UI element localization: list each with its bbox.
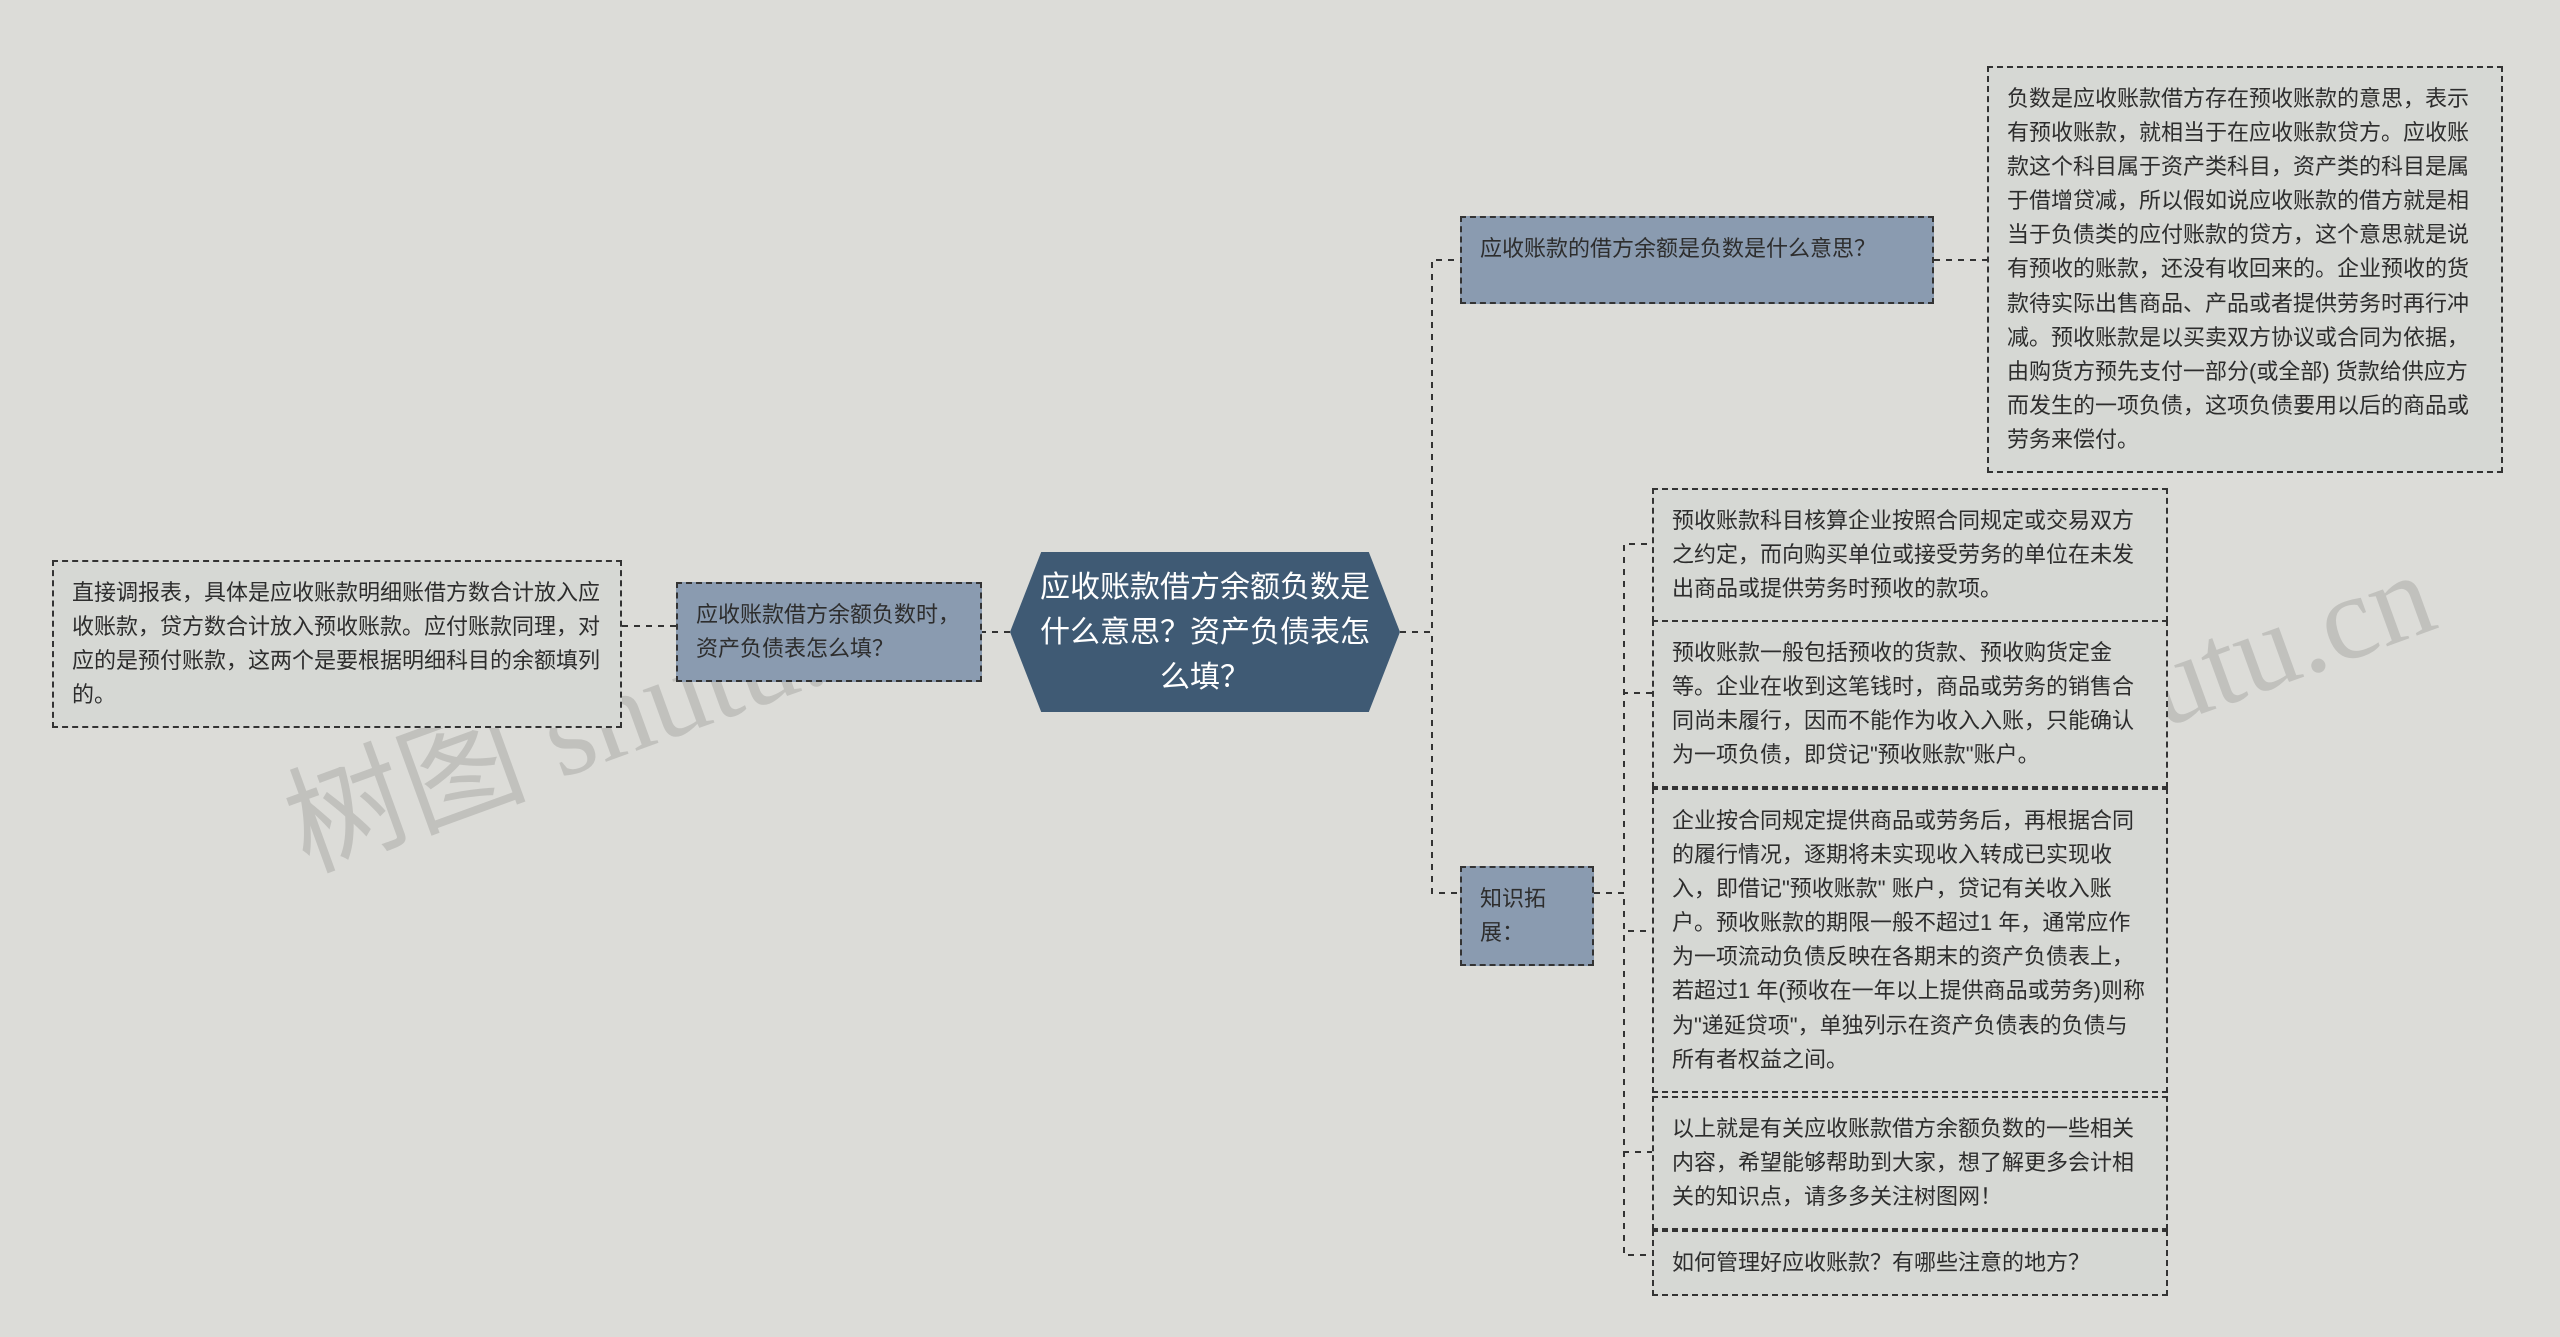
r2-leaf-node: 企业按合同规定提供商品或劳务后，再根据合同的履行情况，逐期将未实现收入转成已实现… <box>1652 788 2168 1093</box>
left-leaf-node: 直接调报表，具体是应收账款明细账借方数合计放入应收账款，贷方数合计放入预收账款。… <box>52 560 622 728</box>
connector-path <box>1594 893 1652 1255</box>
r2-leaf-text: 企业按合同规定提供商品或劳务后，再根据合同的履行情况，逐期将未实现收入转成已实现… <box>1672 808 2145 1072</box>
r2-leaf-node: 以上就是有关应收账款借方余额负数的一些相关内容，希望能够帮助到大家，想了解更多会… <box>1652 1096 2168 1230</box>
root-node: 应收账款借方余额负数是什么意思？资产负债表怎么填？ <box>1010 552 1400 712</box>
r2-leaf-text: 预收账款一般包括预收的货款、预收购货定金等。企业在收到这笔钱时，商品或劳务的销售… <box>1672 640 2134 767</box>
connector-path <box>1594 893 1652 931</box>
r2-leaf-text: 以上就是有关应收账款借方余额负数的一些相关内容，希望能够帮助到大家，想了解更多会… <box>1672 1116 2134 1209</box>
connector-path <box>1400 260 1460 632</box>
r2-leaf-node: 如何管理好应收账款？有哪些注意的地方？ <box>1652 1230 2168 1296</box>
left-leaf-text: 直接调报表，具体是应收账款明细账借方数合计放入应收账款，贷方数合计放入预收账款。… <box>72 580 600 707</box>
r2-leaf-text: 如何管理好应收账款？有哪些注意的地方？ <box>1672 1250 2090 1275</box>
r2-branch-node: 知识拓展： <box>1460 866 1594 966</box>
r1-leaf-text: 负数是应收账款借方存在预收账款的意思，表示有预收账款，就相当于在应收账款贷方。应… <box>2007 86 2469 452</box>
connector-path <box>1594 544 1652 893</box>
r2-branch-text: 知识拓展： <box>1480 886 1546 945</box>
r2-leaf-node: 预收账款一般包括预收的货款、预收购货定金等。企业在收到这笔钱时，商品或劳务的销售… <box>1652 620 2168 788</box>
r1-leaf-node: 负数是应收账款借方存在预收账款的意思，表示有预收账款，就相当于在应收账款贷方。应… <box>1987 66 2503 473</box>
connector-path <box>1594 893 1652 1152</box>
r2-leaf-node: 预收账款科目核算企业按照合同规定或交易双方之约定，而向购买单位或接受劳务的单位在… <box>1652 488 2168 622</box>
left-branch-node: 应收账款借方余额负数时，资产负债表怎么填？ <box>676 582 982 682</box>
root-text: 应收账款借方余额负数是什么意思？资产负债表怎么填？ <box>1038 565 1372 700</box>
r2-leaf-text: 预收账款科目核算企业按照合同规定或交易双方之约定，而向购买单位或接受劳务的单位在… <box>1672 508 2134 601</box>
connector-path <box>1594 693 1652 893</box>
left-branch-text: 应收账款借方余额负数时，资产负债表怎么填？ <box>696 602 960 661</box>
r1-branch-text: 应收账款的借方余额是负数是什么意思？ <box>1480 236 1876 261</box>
r1-branch-node: 应收账款的借方余额是负数是什么意思？ <box>1460 216 1934 304</box>
connector-path <box>1400 632 1460 893</box>
